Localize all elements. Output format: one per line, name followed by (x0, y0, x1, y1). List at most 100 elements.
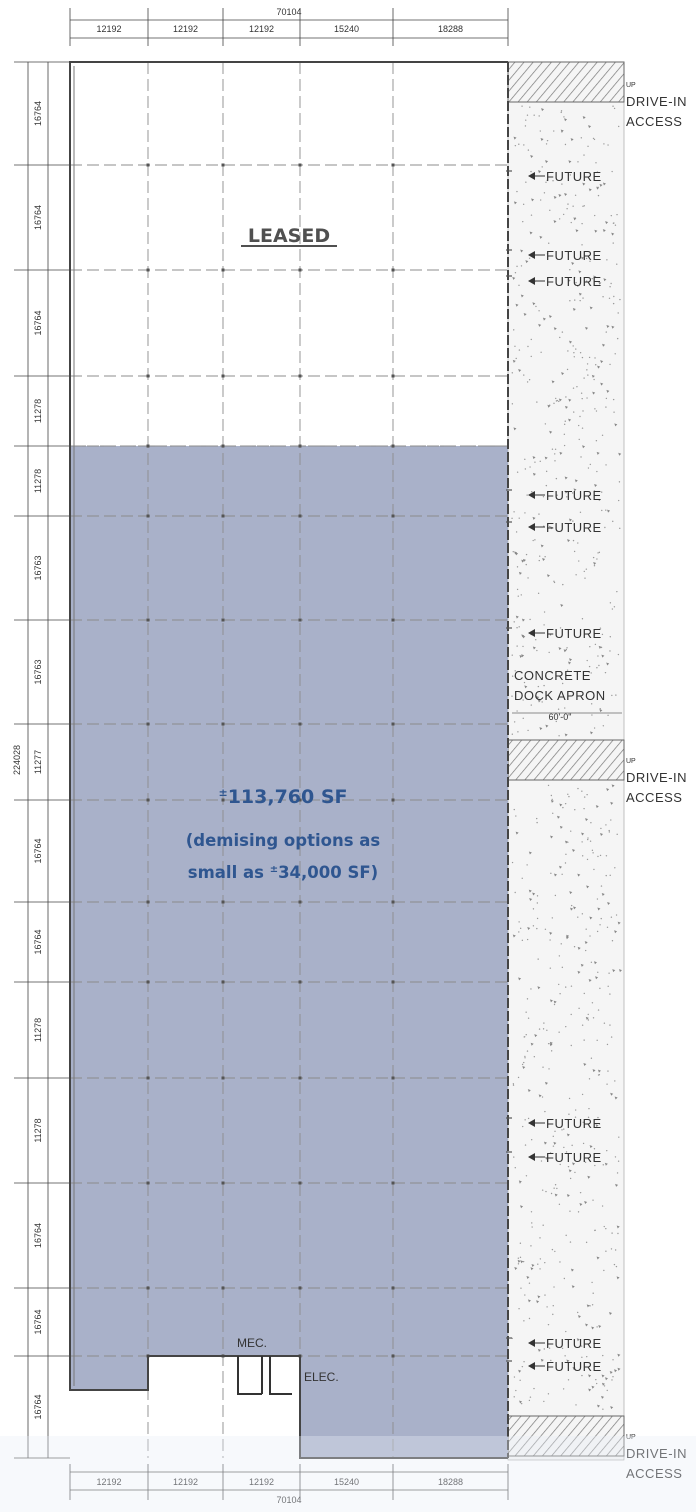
apron-speck (597, 855, 599, 858)
apron-speck (610, 819, 612, 821)
apron-speck (532, 539, 534, 542)
apron-speck (555, 397, 557, 400)
apron-speck (565, 1151, 568, 1153)
apron-speck (592, 852, 594, 854)
apron-speck (537, 958, 539, 960)
column (221, 514, 225, 518)
apron-speck (536, 917, 539, 920)
apron-speck (538, 310, 540, 312)
apron-speck (527, 926, 531, 930)
apron-speck (597, 194, 600, 197)
future-dock: FUTURE (506, 488, 601, 503)
apron-speck (617, 1353, 621, 1357)
apron-speck (524, 1119, 526, 1121)
apron-speck (593, 1343, 595, 1345)
apron-speck (523, 374, 525, 376)
apron-speck (564, 862, 567, 864)
future-label: FUTURE (546, 248, 602, 263)
apron-speck (601, 893, 605, 897)
apron-speck (532, 925, 535, 927)
apron-speck (595, 976, 599, 980)
apron-speck (544, 1261, 546, 1264)
apron-speck (525, 553, 528, 556)
apron-speck (541, 1189, 544, 1191)
apron-speck (514, 271, 517, 274)
apron-speck (574, 479, 578, 483)
apron-speck (586, 369, 588, 371)
apron-speck (611, 940, 614, 942)
apron-speck (584, 949, 587, 952)
apron-speck (617, 1232, 619, 1235)
apron-speck (527, 1017, 530, 1019)
apron-speck (594, 229, 598, 233)
apron-speck (514, 1266, 518, 1270)
apron-speck (554, 453, 556, 455)
apron-speck (530, 988, 532, 990)
apron-speck (566, 1133, 570, 1137)
apron-speck (611, 694, 613, 697)
apron-speck (564, 707, 566, 709)
apron-speck (602, 725, 605, 727)
apron-speck (589, 1305, 591, 1307)
apron-speck (559, 451, 563, 455)
apron-speck (546, 1029, 548, 1032)
apron-speck (536, 1300, 540, 1304)
apron-speck (558, 955, 561, 957)
apron-speck (613, 1263, 616, 1266)
apron-speck (565, 1025, 567, 1028)
column (146, 1286, 150, 1290)
apron-speck (538, 1028, 541, 1030)
apron-speck (555, 400, 558, 402)
apron-speck (542, 1028, 545, 1030)
apron-speck (576, 386, 578, 388)
apron-speck (545, 160, 549, 164)
apron-speck (563, 444, 566, 447)
apron-speck (528, 379, 531, 381)
apron-speck (559, 1261, 561, 1263)
apron-speck (549, 634, 552, 636)
apron-speck (528, 889, 532, 893)
apron-speck (607, 509, 611, 513)
apron-speck (606, 788, 610, 792)
apron-speck (588, 978, 592, 982)
future-label: FUTURE (546, 626, 602, 641)
apron-speck (565, 936, 569, 940)
apron-speck (582, 116, 586, 120)
apron-speck (585, 1016, 589, 1020)
apron-speck (549, 404, 551, 406)
column (298, 514, 302, 518)
apron-speck (593, 634, 596, 636)
apron-speck (543, 192, 546, 194)
apron-speck (614, 1096, 618, 1100)
apron-speck (560, 129, 564, 133)
column (298, 618, 302, 622)
apron-speck (540, 1160, 543, 1162)
apron-speck (606, 259, 608, 261)
apron-speck (541, 1096, 544, 1098)
apron-speck (513, 201, 517, 205)
apron-speck (584, 1201, 588, 1205)
apron-speck (526, 998, 529, 1000)
apron-speck (527, 1089, 531, 1093)
apron-speck (522, 645, 524, 648)
apron-speck (609, 286, 611, 288)
apron-speck (591, 1385, 595, 1389)
apron-speck (610, 282, 612, 285)
bay-width-label-bottom: 12192 (96, 1477, 121, 1487)
apron-speck (540, 351, 542, 353)
apron-speck (572, 205, 574, 207)
apron-speck (545, 143, 548, 145)
column (391, 374, 395, 378)
column (146, 514, 150, 518)
apron-speck (588, 665, 591, 668)
apron-speck (606, 1389, 608, 1392)
apron-speck (562, 213, 565, 216)
apron-speck (585, 257, 588, 260)
future-label: FUTURE (546, 1336, 602, 1351)
bottom-fade (0, 1436, 696, 1512)
future-label: FUTURE (546, 1116, 602, 1131)
apron-speck (537, 1263, 539, 1265)
apron-speck (520, 1260, 524, 1264)
apron-speck (585, 1241, 588, 1244)
apron-speck (537, 592, 540, 595)
